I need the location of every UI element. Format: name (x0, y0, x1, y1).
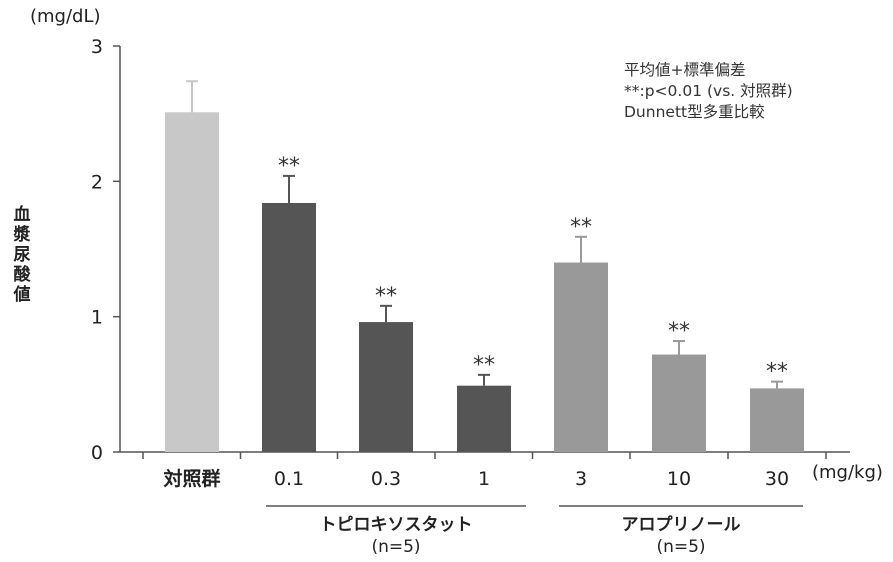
x-tick-label: 対照群 (162, 467, 220, 490)
x-tick-label: 30 (765, 468, 789, 490)
bar (359, 322, 413, 452)
legend-note: 平均値+標準偏差 **:p<0.01 (vs. 対照群) Dunnett型多重比… (624, 60, 793, 123)
y-axis-unit: (mg/dL) (30, 6, 101, 27)
bars: ** ** ** ** ** ** (165, 80, 804, 453)
x-tick-label: 1 (478, 468, 490, 490)
bar (554, 262, 608, 452)
x-tick-label: 10 (667, 468, 691, 490)
significance-mark: ** (473, 353, 495, 378)
y-axis-label-char: 酸 (13, 265, 31, 285)
y-axis-label-char: 血 (13, 205, 31, 225)
group-label-allopurinol: アロプリノール (n=5) (559, 514, 803, 558)
group-n: (n=5) (371, 537, 421, 557)
y-tick-label: 3 (91, 36, 103, 58)
x-tick-label: 3 (575, 468, 587, 490)
significance-mark: ** (375, 284, 397, 309)
y-axis-label: 血漿尿酸値 (10, 205, 34, 305)
significance-mark: ** (668, 319, 690, 344)
x-axis-unit: (mg/kg) (812, 462, 883, 483)
bar (652, 354, 706, 452)
y-tick-label: 0 (91, 442, 103, 464)
y-tick-label: 2 (91, 171, 103, 193)
significance-mark: ** (278, 154, 300, 179)
axes: 0 1 2 3 対照群 0.1 0.3 1 3 10 30 (91, 36, 850, 507)
significance-mark: ** (766, 360, 788, 385)
group-n: (n=5) (656, 537, 706, 557)
group-name: アロプリノール (621, 515, 741, 535)
bar (262, 202, 316, 452)
y-axis-label-char: 値 (13, 285, 31, 305)
y-tick-label: 1 (91, 307, 103, 329)
bar (750, 388, 804, 452)
x-tick-label: 0.3 (371, 468, 401, 490)
y-axis-label-char: 尿 (13, 245, 31, 265)
legend-line-method: Dunnett型多重比較 (624, 103, 765, 121)
legend-line-significance: **:p<0.01 (vs. 対照群) (624, 82, 793, 100)
bar (165, 112, 219, 453)
legend-line-mean-sd: 平均値+標準偏差 (624, 61, 746, 79)
x-tick-label: 0.1 (274, 468, 304, 490)
significance-mark: ** (570, 215, 592, 240)
bar (457, 385, 511, 452)
y-axis-label-char: 漿 (13, 225, 31, 245)
group-name: トピロキソスタット (319, 515, 473, 535)
group-label-topiroxostat: トピロキソスタット (n=5) (266, 514, 526, 558)
